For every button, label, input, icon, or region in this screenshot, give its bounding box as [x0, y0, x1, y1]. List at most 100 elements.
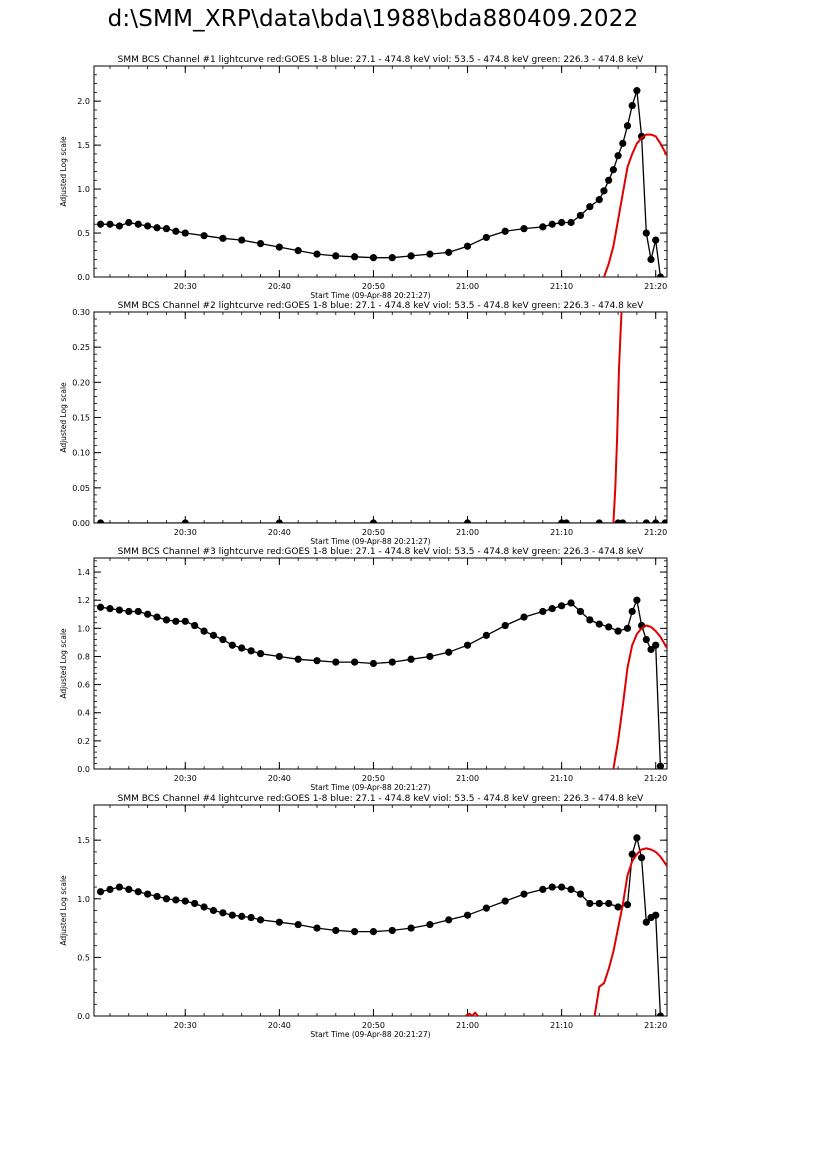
y-axis-label: Adjusted Log scale — [59, 382, 68, 453]
y-tick-label: 0.15 — [72, 414, 90, 423]
x-tick-label: 21:20 — [644, 774, 667, 783]
data-point — [628, 850, 636, 858]
data-point — [200, 232, 208, 240]
data-point — [294, 655, 302, 663]
data-point — [351, 928, 359, 936]
data-point — [567, 218, 575, 227]
goes-series-line — [612, 624, 667, 769]
data-point — [595, 196, 603, 204]
data-point — [656, 1012, 665, 1016]
data-point — [623, 901, 632, 909]
data-point — [619, 139, 627, 147]
data-point — [520, 225, 528, 233]
data-point — [445, 648, 453, 656]
data-point — [228, 641, 236, 649]
plot-frame — [93, 557, 668, 770]
data-point — [539, 885, 547, 894]
data-point — [144, 222, 152, 230]
data-point — [181, 617, 189, 625]
data-point — [558, 602, 566, 610]
x-tick-label: 20:40 — [268, 774, 291, 783]
data-point — [445, 248, 453, 256]
x-tick-label: 21:00 — [456, 528, 479, 537]
data-point — [652, 641, 660, 649]
chart-panel-4: SMM BCS Channel #4 lightcurve red:GOES 1… — [59, 794, 668, 1039]
data-point — [181, 519, 189, 523]
data-point — [332, 926, 340, 935]
data-point — [115, 222, 124, 230]
y-tick-label: 1.2 — [77, 596, 90, 605]
data-point — [125, 218, 133, 227]
chart-title: SMM BCS Channel #4 lightcurve red:GOES 1… — [118, 794, 645, 804]
data-point — [96, 603, 105, 611]
data-point — [576, 607, 585, 616]
data-point — [647, 255, 655, 264]
data-point — [600, 187, 608, 195]
data-point — [313, 924, 321, 932]
data-point — [200, 903, 208, 911]
data-point — [134, 607, 142, 616]
data-point — [96, 519, 105, 523]
data-point — [605, 623, 613, 631]
y-tick-label: 0.10 — [72, 449, 90, 458]
y-axis-label: Adjusted Log scale — [59, 875, 68, 946]
data-point — [106, 885, 114, 894]
data-point — [548, 883, 556, 891]
data-point — [200, 627, 208, 635]
data-point — [661, 519, 667, 523]
data-point — [619, 519, 627, 523]
data-point — [558, 218, 566, 227]
data-point — [369, 254, 378, 262]
x-tick-label: 21:10 — [550, 1021, 573, 1030]
data-point — [595, 899, 603, 908]
data-point — [567, 599, 575, 607]
data-point — [369, 519, 378, 523]
data-point — [407, 655, 415, 663]
data-point — [642, 229, 650, 237]
plot-area — [96, 596, 667, 769]
data-point — [209, 906, 218, 915]
data-point — [191, 899, 199, 908]
data-point — [247, 647, 255, 655]
data-point — [623, 122, 632, 130]
data-point — [247, 913, 255, 922]
y-tick-label: 0.25 — [72, 343, 90, 352]
x-tick-label: 21:20 — [644, 282, 667, 291]
data-point — [369, 928, 378, 936]
y-tick-label: 1.0 — [77, 895, 90, 904]
data-point — [275, 918, 283, 926]
data-point — [586, 616, 594, 624]
y-tick-label: 0.20 — [72, 378, 90, 387]
plot-frame — [93, 65, 668, 278]
y-tick-label: 0.6 — [77, 681, 90, 690]
data-point — [576, 211, 585, 220]
data-point — [633, 596, 641, 604]
x-axis-label: Start Time (09-Apr-88 20:21:27) — [310, 291, 430, 300]
data-point — [219, 635, 227, 644]
data-point — [637, 854, 646, 862]
x-axis-label: Start Time (09-Apr-88 20:21:27) — [310, 1030, 430, 1039]
y-tick-label: 0.30 — [72, 308, 90, 317]
plot-frame — [93, 311, 668, 524]
data-point — [463, 911, 472, 919]
data-point — [238, 236, 246, 244]
goes-series-line — [593, 847, 667, 1016]
data-point — [172, 227, 180, 235]
page-title: d:\SMM_XRP\data\bda\1988\bda880409.2022 — [107, 6, 639, 32]
data-point — [219, 234, 227, 242]
data-point — [426, 250, 434, 258]
y-tick-label: 1.5 — [77, 836, 90, 845]
data-point — [96, 220, 105, 228]
data-point — [313, 657, 321, 665]
y-tick-label: 0.0 — [77, 1012, 90, 1021]
y-tick-label: 0.0 — [77, 273, 90, 282]
x-tick-label: 21:10 — [550, 282, 573, 291]
data-point — [647, 645, 655, 654]
x-tick-label: 21:00 — [456, 282, 479, 291]
data-point — [539, 607, 547, 616]
y-tick-label: 1.0 — [77, 185, 90, 194]
x-tick-label: 20:40 — [268, 1021, 291, 1030]
data-point — [172, 617, 180, 625]
data-point — [294, 920, 302, 929]
bcs-series-line — [100, 599, 662, 767]
